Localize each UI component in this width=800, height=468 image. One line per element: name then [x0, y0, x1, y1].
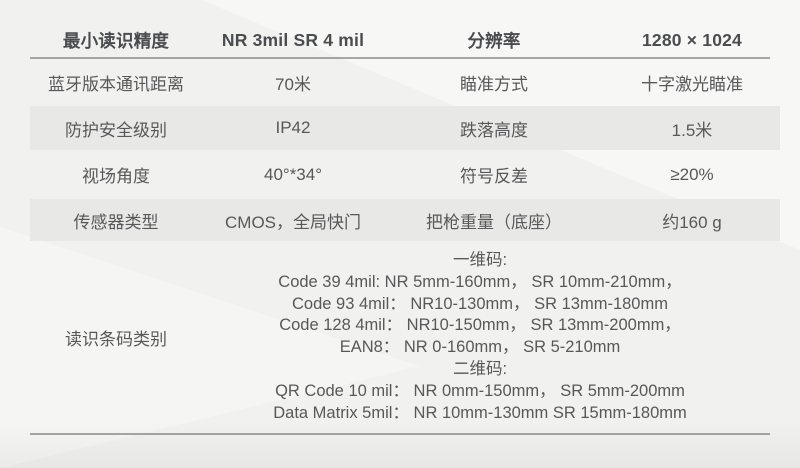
barcode-line-code39: Code 39 4mil: NR 5mm-160mm， SR 10mm-210m…	[278, 272, 682, 291]
spec-value: CMOS，全局快门	[225, 212, 361, 232]
spec-label: 跌落高度	[460, 120, 528, 140]
table-row-bluetooth: 蓝牙版本通讯距离 70米 瞄准方式 十字激光瞄准	[30, 59, 780, 106]
barcode-line-ean8: EAN8： NR 0-160mm， SR 5-210mm	[339, 338, 621, 357]
header-cell-min-precision-value: NR 3mil SR 4 mil	[221, 29, 365, 50]
barcode-line-code93: Code 93 4mil： NR10-130mm， SR 13mm-180mm	[292, 294, 668, 313]
spec-label: 把枪重量（底座）	[426, 212, 562, 232]
spec-label: 视场角度	[82, 167, 150, 186]
barcode-line-1d-heading: 一维码:	[452, 251, 508, 269]
spec-value: 约160 g	[662, 212, 722, 232]
table-header-row: 最小读识精度 NR 3mil SR 4 mil 分辨率 1280 × 1024	[30, 22, 780, 58]
barcode-line-datamatrix: Data Matrix 5mil： NR 10mm-130mm SR 15mm-…	[273, 403, 687, 422]
spec-value: ≥20%	[670, 164, 714, 184]
spec-value: 40°*34°	[263, 164, 323, 184]
spec-label: 传感器类型	[73, 212, 159, 232]
spec-value: 70米	[275, 75, 311, 94]
header-cell-resolution-value: 1280 × 1024	[641, 29, 742, 50]
header-divider-line	[30, 57, 770, 59]
spec-label: 蓝牙版本通讯距离	[48, 75, 184, 94]
shaded-row-band	[30, 106, 780, 150]
spec-label: 符号反差	[460, 167, 528, 186]
header-cell-resolution: 分辨率	[467, 30, 521, 51]
spec-label: 瞄准方式	[460, 75, 528, 94]
barcode-line-qrcode: QR Code 10 mil： NR 0mm-150mm， SR 5mm-200…	[275, 381, 685, 400]
table-row-protection: 防护安全级别 IP42 跌落高度 1.5米	[30, 106, 780, 150]
table-row-field-of-view: 视场角度 40°*34° 符号反差 ≥20%	[30, 150, 780, 199]
shaded-row-band	[30, 199, 780, 241]
spec-label: 防护安全级别	[65, 120, 167, 140]
spec-value: IP42	[275, 118, 311, 137]
barcode-types-content: 一维码: Code 39 4mil: NR 5mm-160mm， SR 10mm…	[185, 250, 775, 424]
table-row-sensor: 传感器类型 CMOS，全局快门 把枪重量（底座） 约160 g	[30, 199, 780, 241]
header-cell-min-precision: 最小读识精度	[62, 30, 170, 51]
spec-value: 十字激光瞄准	[641, 75, 743, 94]
barcode-line-code128: Code 128 4mil： NR10-150mm， SR 13mm-200mm…	[279, 316, 681, 335]
spec-value: 1.5米	[671, 120, 713, 140]
barcode-line-2d-heading: 二维码:	[452, 359, 508, 378]
bottom-divider-line	[30, 433, 770, 435]
barcode-types-label: 读识条码类别	[65, 329, 167, 349]
